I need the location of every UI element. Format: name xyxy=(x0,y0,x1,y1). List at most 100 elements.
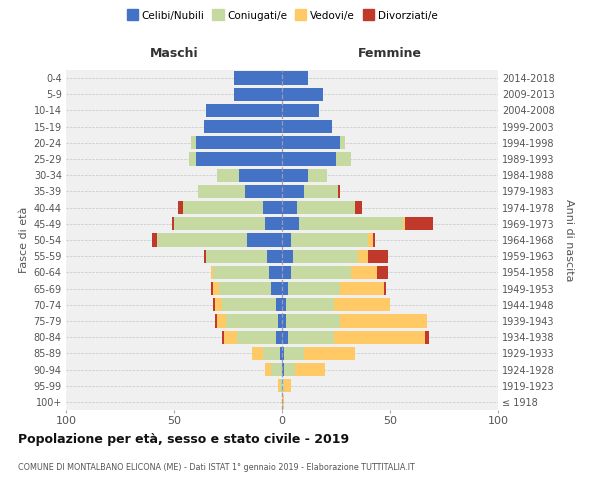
Bar xyxy=(235,88,282,101)
Bar xyxy=(280,379,282,392)
Bar xyxy=(224,330,236,344)
Bar xyxy=(252,346,263,360)
Bar xyxy=(368,250,388,263)
Bar xyxy=(213,266,269,279)
Bar xyxy=(245,185,282,198)
Bar xyxy=(340,282,383,295)
Bar xyxy=(289,282,340,295)
Bar xyxy=(297,201,355,214)
Bar xyxy=(206,250,267,263)
Bar xyxy=(278,314,282,328)
Bar xyxy=(368,234,373,246)
Bar xyxy=(196,136,282,149)
Bar xyxy=(267,250,282,263)
Bar xyxy=(383,282,386,295)
Bar xyxy=(290,266,351,279)
Bar xyxy=(286,298,334,312)
Bar xyxy=(265,217,282,230)
Bar xyxy=(204,250,206,263)
Bar xyxy=(282,250,293,263)
Bar xyxy=(405,217,433,230)
Bar xyxy=(157,234,247,246)
Bar xyxy=(215,314,217,328)
Bar xyxy=(282,104,319,117)
Text: COMUNE DI MONTALBANO ELICONA (ME) - Dati ISTAT 1° gennaio 2019 - Elaborazione TU: COMUNE DI MONTALBANO ELICONA (ME) - Dati… xyxy=(18,462,415,471)
Bar xyxy=(204,120,282,134)
Bar xyxy=(351,266,377,279)
Bar xyxy=(178,201,182,214)
Bar xyxy=(235,72,282,85)
Bar xyxy=(284,363,295,376)
Bar xyxy=(282,330,289,344)
Y-axis label: Fasce di età: Fasce di età xyxy=(19,207,29,273)
Bar xyxy=(211,266,213,279)
Bar xyxy=(182,201,263,214)
Bar xyxy=(282,346,284,360)
Bar xyxy=(282,282,289,295)
Bar xyxy=(206,104,282,117)
Bar xyxy=(403,217,405,230)
Bar xyxy=(213,298,215,312)
Bar xyxy=(282,396,284,408)
Bar xyxy=(282,234,290,246)
Bar xyxy=(290,234,368,246)
Bar xyxy=(213,282,220,295)
Bar xyxy=(269,266,282,279)
Bar xyxy=(282,168,308,182)
Bar xyxy=(275,330,282,344)
Bar xyxy=(377,266,388,279)
Bar xyxy=(174,217,265,230)
Bar xyxy=(282,88,323,101)
Bar xyxy=(286,314,340,328)
Bar xyxy=(340,136,344,149)
Bar xyxy=(247,234,282,246)
Bar xyxy=(334,330,425,344)
Bar xyxy=(271,363,282,376)
Bar xyxy=(271,282,282,295)
Bar xyxy=(226,314,278,328)
Bar xyxy=(299,217,403,230)
Bar xyxy=(282,136,340,149)
Text: Popolazione per età, sesso e stato civile - 2019: Popolazione per età, sesso e stato civil… xyxy=(18,432,349,446)
Bar xyxy=(236,330,275,344)
Bar xyxy=(282,266,290,279)
Bar xyxy=(282,120,332,134)
Bar xyxy=(217,168,239,182)
Bar xyxy=(373,234,375,246)
Bar xyxy=(265,363,271,376)
Y-axis label: Anni di nascita: Anni di nascita xyxy=(565,198,574,281)
Bar xyxy=(358,250,368,263)
Bar xyxy=(295,363,325,376)
Bar xyxy=(275,298,282,312)
Bar xyxy=(282,298,286,312)
Bar xyxy=(215,298,221,312)
Bar xyxy=(263,201,282,214)
Bar xyxy=(263,346,280,360)
Bar xyxy=(334,298,390,312)
Bar xyxy=(284,346,304,360)
Bar xyxy=(338,185,340,198)
Bar xyxy=(336,152,351,166)
Bar xyxy=(221,298,275,312)
Bar xyxy=(282,379,284,392)
Bar xyxy=(196,152,282,166)
Bar xyxy=(278,379,280,392)
Bar xyxy=(304,185,338,198)
Bar xyxy=(340,314,427,328)
Bar xyxy=(289,330,334,344)
Bar xyxy=(284,379,290,392)
Bar xyxy=(280,346,282,360)
Bar xyxy=(211,282,213,295)
Bar xyxy=(308,168,328,182)
Bar xyxy=(282,72,308,85)
Text: Femmine: Femmine xyxy=(358,47,422,60)
Bar xyxy=(198,185,245,198)
Text: Maschi: Maschi xyxy=(149,47,199,60)
Bar xyxy=(282,217,299,230)
Bar xyxy=(282,314,286,328)
Bar xyxy=(191,136,196,149)
Bar xyxy=(304,346,355,360)
Bar xyxy=(282,363,284,376)
Bar xyxy=(282,201,297,214)
Bar xyxy=(282,185,304,198)
